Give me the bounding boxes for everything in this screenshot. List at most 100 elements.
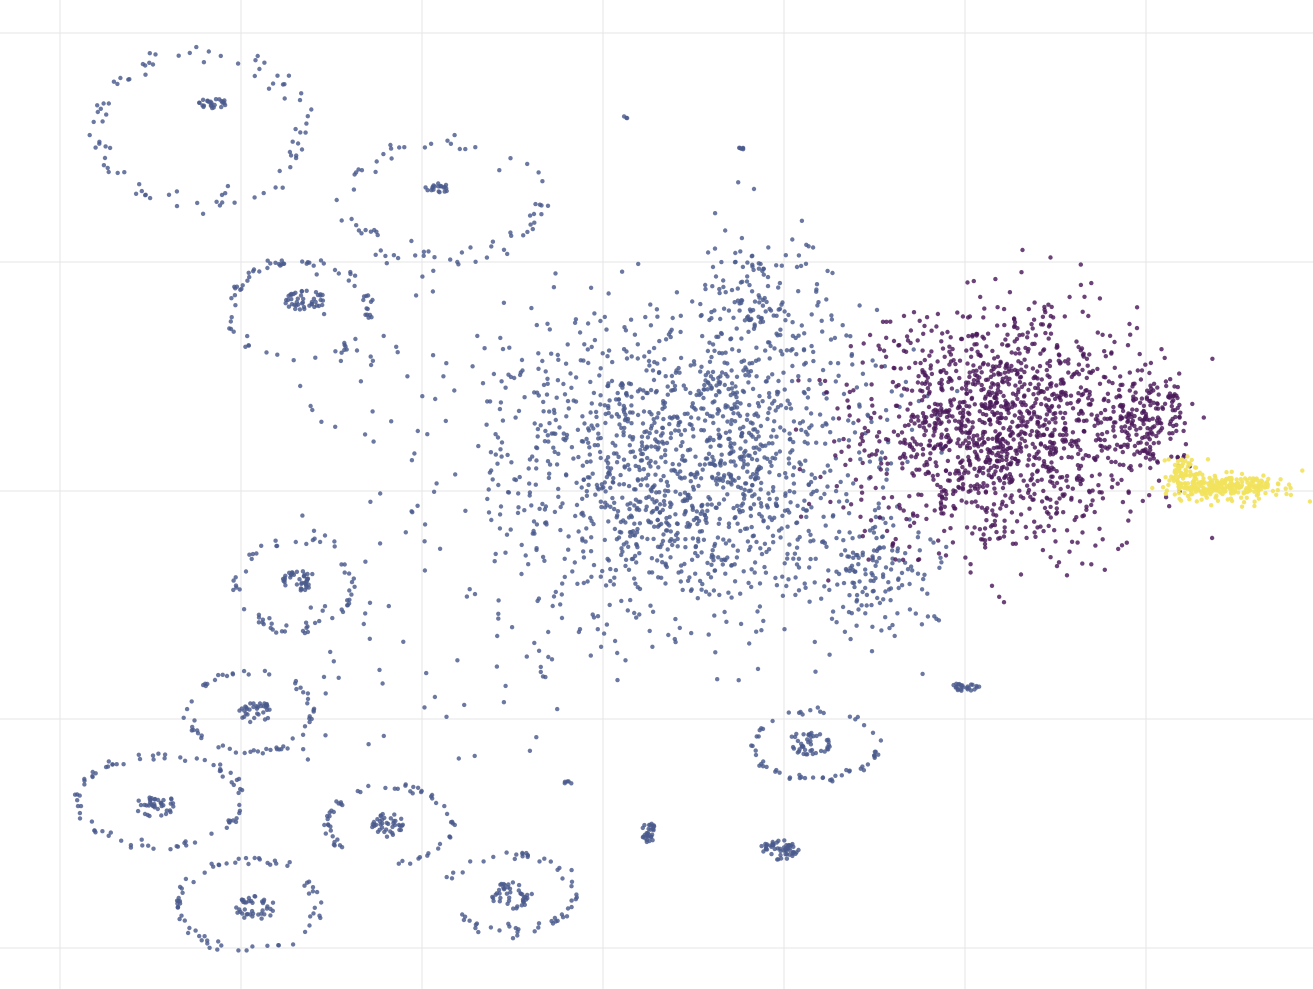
data-point	[874, 448, 880, 453]
data-point	[802, 775, 808, 781]
data-point	[367, 600, 373, 605]
data-point	[920, 370, 925, 375]
data-point	[670, 380, 675, 385]
data-point	[397, 827, 402, 833]
data-point	[841, 436, 846, 442]
data-point	[442, 803, 447, 809]
data-point	[690, 299, 695, 304]
data-point	[294, 582, 300, 587]
data-point	[899, 430, 905, 435]
data-point	[848, 457, 853, 462]
data-point	[1172, 392, 1177, 397]
data-point	[516, 491, 521, 496]
data-point	[1015, 461, 1020, 467]
data-point	[499, 379, 504, 384]
data-point	[907, 523, 913, 529]
data-point	[384, 827, 389, 832]
data-point	[864, 603, 869, 608]
data-point	[926, 391, 932, 396]
data-point	[556, 357, 561, 362]
data-point	[1010, 499, 1015, 505]
data-point	[754, 457, 760, 463]
data-point	[632, 610, 637, 616]
data-point	[388, 142, 393, 148]
data-point	[1058, 360, 1063, 365]
data-point	[991, 481, 996, 486]
data-point	[780, 513, 785, 518]
data-point	[869, 649, 875, 654]
data-point	[209, 861, 214, 866]
data-point	[442, 189, 447, 194]
data-point	[739, 235, 745, 241]
data-point	[884, 528, 890, 534]
data-point	[880, 572, 886, 577]
data-point	[295, 141, 301, 146]
data-point	[665, 384, 670, 389]
data-point	[1028, 381, 1033, 387]
data-point	[994, 396, 999, 401]
data-point	[784, 348, 790, 353]
data-point	[1048, 255, 1053, 260]
data-point	[770, 372, 775, 377]
data-point	[685, 520, 690, 526]
data-point	[227, 820, 232, 825]
data-point	[558, 527, 563, 533]
data-point	[802, 362, 807, 367]
data-point	[405, 374, 410, 379]
data-point	[790, 347, 795, 352]
data-point	[126, 77, 131, 82]
data-point	[774, 434, 779, 439]
data-point	[689, 557, 695, 562]
data-point	[860, 589, 865, 595]
data-point	[500, 418, 506, 423]
data-point	[764, 549, 769, 555]
data-point	[802, 391, 807, 396]
data-point	[378, 248, 383, 253]
data-point	[678, 432, 684, 437]
data-point	[615, 509, 621, 514]
data-point	[1080, 530, 1085, 535]
data-point	[639, 458, 645, 463]
data-point	[534, 445, 540, 451]
data-point	[621, 482, 627, 487]
data-point	[853, 569, 858, 574]
data-point	[748, 317, 753, 323]
data-point	[1172, 492, 1178, 497]
data-point	[619, 546, 624, 551]
data-point	[681, 383, 686, 388]
data-point	[562, 781, 567, 786]
data-point	[217, 97, 222, 102]
data-point	[422, 522, 428, 527]
data-point	[969, 500, 974, 505]
data-point	[929, 328, 934, 333]
data-point	[549, 351, 554, 356]
data-point	[696, 518, 702, 524]
data-point	[1148, 465, 1153, 471]
data-point	[620, 385, 625, 390]
data-point	[991, 512, 996, 517]
data-point	[600, 568, 605, 574]
data-point	[615, 677, 620, 683]
data-point	[661, 416, 666, 422]
data-point	[662, 493, 667, 498]
points-layer	[72, 44, 1313, 953]
data-point	[663, 448, 668, 453]
data-point	[1017, 441, 1023, 446]
data-point	[980, 537, 985, 542]
data-point	[1112, 434, 1118, 439]
data-point	[344, 347, 349, 352]
data-point	[807, 378, 812, 383]
data-point	[1001, 306, 1007, 312]
data-point	[1205, 457, 1211, 462]
data-point	[939, 511, 944, 516]
data-point	[767, 496, 772, 502]
data-point	[1046, 511, 1051, 516]
data-point	[242, 907, 247, 912]
data-point	[963, 423, 968, 429]
data-point	[177, 901, 183, 906]
data-point	[541, 382, 547, 388]
data-point	[1134, 432, 1139, 437]
data-point	[834, 535, 839, 541]
data-point	[759, 843, 764, 849]
data-point	[287, 860, 292, 865]
